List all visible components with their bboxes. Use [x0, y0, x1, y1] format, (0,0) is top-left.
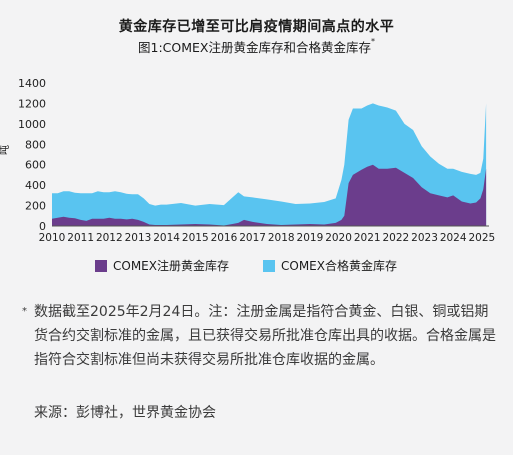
x-tick-label: 2024	[440, 232, 467, 244]
legend-swatch-registered	[95, 259, 107, 272]
legend-item-registered: COMEX注册黄金库存	[95, 257, 229, 274]
y-tick-label: 600	[25, 159, 46, 172]
y-tick-label: 1400	[18, 77, 46, 90]
plot-area	[52, 103, 487, 226]
legend: COMEX注册黄金库存 COMEX合格黄金库存	[0, 257, 513, 277]
x-tick-label: 2019	[297, 232, 324, 244]
y-tick-label: 1000	[18, 118, 46, 131]
x-tick-label: 2017	[239, 232, 266, 244]
chart-title: 黄金库存已增至可比肩疫情期间高点的水平	[118, 19, 395, 35]
chart-subtitle: 图1:COMEX注册黄金库存和合格黄金库存*	[0, 37, 513, 56]
legend-item-eligible: COMEX合格黄金库存	[263, 257, 397, 274]
source-text: 来源：彭博社，世界黄金协会	[34, 405, 216, 421]
x-tick-label: 2023	[411, 232, 438, 244]
legend-label-registered: COMEX注册黄金库存	[113, 259, 229, 273]
area-registered	[52, 164, 487, 226]
x-tick-label: 2010	[39, 232, 66, 244]
y-tick-label: 1200	[18, 97, 46, 110]
y-tick-label: 800	[25, 138, 46, 151]
y-tick-label: 200	[25, 200, 46, 213]
x-tick-label: 2013	[125, 232, 152, 244]
footnote-text: 数据截至2025年2月24日。注：注册金属是指符合黄金、白银、铜或铝期货合约交割…	[34, 304, 496, 368]
x-axis: 2010 2011 2012 2013 2014 2015 2016 2017 2018 2019…	[39, 225, 495, 244]
x-tick-label: 2021	[354, 232, 381, 244]
y-axis-label: 吨	[0, 145, 11, 155]
y-tick-label: 400	[25, 179, 46, 192]
x-tick-label: 2014	[153, 232, 180, 244]
footnote-mark: *	[22, 306, 27, 317]
x-tick-label: 2020	[325, 232, 352, 244]
legend-swatch-eligible	[263, 259, 275, 272]
x-tick-label: 2025	[468, 232, 495, 244]
subtitle-text: 图1:COMEX注册黄金库存和合格黄金库存	[138, 40, 371, 55]
x-tick-label: 2022	[383, 232, 410, 244]
x-tick-label: 2015	[182, 232, 209, 244]
legend-label-eligible: COMEX合格黄金库存	[281, 259, 397, 273]
x-tick-label: 2016	[211, 232, 238, 244]
y-tick-label: 0	[39, 220, 46, 233]
subtitle-footnote-mark: *	[370, 37, 375, 46]
x-tick-label: 2012	[96, 232, 123, 244]
x-tick-label: 2018	[268, 232, 295, 244]
y-axis: 0 200 400 600 800 1000 1200 1400	[18, 77, 46, 233]
footnote: * 数据截至2025年2月24日。注：注册金属是指符合黄金、白银、铜或铝期货合约…	[22, 300, 502, 372]
x-tick-label: 2011	[67, 232, 94, 244]
